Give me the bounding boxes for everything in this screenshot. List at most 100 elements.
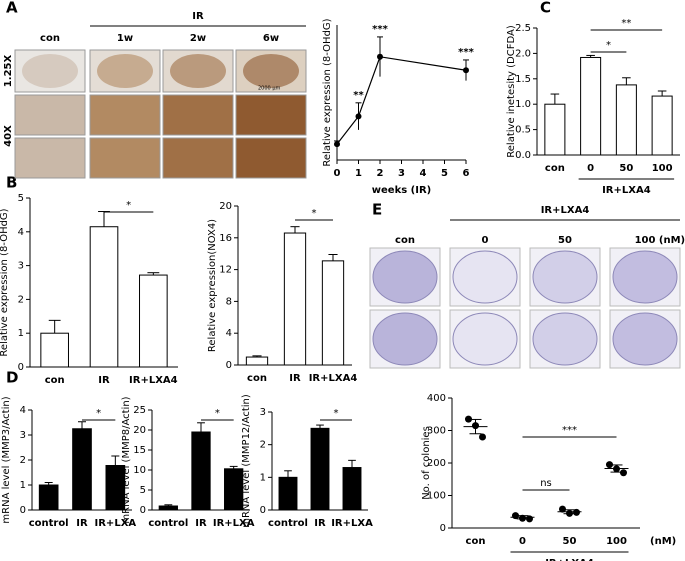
y-tick-label: 0 (20, 505, 26, 516)
point (463, 67, 469, 74)
micrograph (235, 94, 307, 136)
y-tick-label: 25 (133, 405, 146, 416)
scale-label: 2000 μm (258, 86, 280, 92)
bar (40, 332, 69, 368)
dish (452, 312, 518, 366)
point (377, 53, 383, 60)
x-tick-label: con (466, 536, 486, 547)
x-tick-label: 50 (563, 536, 577, 547)
y-tick-label: 5 (140, 485, 146, 496)
x-tick-label: 0 (334, 168, 341, 179)
point (479, 433, 486, 441)
line (336, 56, 467, 145)
x-tick-label: 0 (519, 536, 526, 547)
panel-letter: B (6, 174, 17, 192)
tissue (22, 54, 78, 88)
bar (544, 103, 566, 156)
micrograph (89, 137, 161, 179)
micrograph (14, 137, 86, 179)
micrograph (162, 137, 234, 179)
column-label: 2w (190, 33, 206, 44)
y-tick-label: 0.5 (515, 125, 531, 136)
column-label: 6w (263, 33, 279, 44)
y-tick-label: 0.0 (515, 150, 531, 161)
bar (158, 505, 178, 511)
y-tick-label: 2 (18, 294, 24, 305)
unit-label: (nM) (659, 235, 685, 246)
bar (310, 427, 330, 511)
micrograph (162, 94, 234, 136)
x-tick-label: IR+LXA (95, 518, 137, 529)
annotation: * (96, 408, 101, 419)
y-tick-label: 15 (133, 445, 146, 456)
y-tick-label: 5 (18, 193, 24, 204)
annotation: *** (458, 47, 474, 58)
point (620, 469, 627, 477)
panel-letter: D (6, 369, 18, 387)
x-tick-label: con (545, 163, 565, 174)
x-tick-label: con (247, 373, 267, 384)
annotation: * (126, 200, 131, 211)
panel-letter: C (540, 0, 551, 17)
bar (278, 476, 298, 511)
y-tick-label: 400 (427, 393, 446, 404)
bar (139, 274, 168, 368)
bar (283, 232, 307, 366)
micrograph (235, 137, 307, 179)
dish (612, 250, 678, 304)
micrograph (14, 94, 86, 136)
y-axis-label: mRNA level (MMP3/Actin) (1, 396, 12, 523)
y-tick-label: 1 (260, 472, 266, 483)
annotation: * (334, 408, 339, 419)
annotation: *** (372, 24, 388, 35)
y-tick-label: 2 (260, 440, 266, 451)
bar (38, 484, 59, 511)
group-label: IR+LXA4 (545, 558, 594, 561)
annotation: * (606, 40, 611, 51)
row-label: 40X (3, 125, 14, 147)
y-axis-label: Relative inetesity (DCFDA) (506, 25, 517, 158)
x-tick-label: 6 (463, 168, 470, 179)
panel-letter: A (6, 0, 18, 17)
y-axis-label: mRNA level (MMP8/Actin) (121, 396, 132, 523)
x-tick-label: con (45, 375, 65, 386)
column-label: 0 (482, 235, 489, 246)
point (559, 505, 566, 513)
panel-letter: E (372, 201, 382, 219)
x-tick-label: IR (314, 518, 326, 529)
bar (580, 56, 602, 156)
micrograph (89, 94, 161, 136)
bar (615, 84, 637, 156)
bar (89, 226, 119, 368)
y-tick-label: 3 (260, 407, 266, 418)
bar (342, 467, 362, 511)
y-tick-label: 3 (20, 430, 26, 441)
y-tick-label: 0 (140, 505, 146, 516)
y-tick-label: 1 (20, 480, 26, 491)
x-tick-label: 50 (619, 163, 633, 174)
y-tick-label: 200 (427, 458, 446, 469)
point (355, 113, 362, 120)
x-tick-label: 0 (587, 163, 594, 174)
annotation: * (215, 408, 220, 419)
y-tick-label: 20 (219, 201, 232, 212)
x-tick-label: IR+LXA4 (309, 373, 358, 384)
x-tick-label: 3 (398, 168, 405, 179)
y-axis-label: Relative expression (8-OHdG) (0, 208, 10, 356)
bar (651, 95, 673, 156)
group-label: IR+LXA4 (541, 205, 590, 216)
y-axis-label: No. of colonies (421, 426, 432, 500)
y-axis-label: mRNA level (MMP12/Actin) (241, 394, 252, 528)
point (606, 461, 613, 469)
y-tick-label: 4 (18, 227, 24, 238)
point (465, 415, 472, 423)
y-tick-label: 0 (226, 360, 232, 371)
y-tick-label: 2.5 (515, 23, 531, 34)
y-tick-label: 1.5 (515, 74, 531, 85)
annotation: *** (562, 425, 577, 436)
y-tick-label: 1 (18, 328, 24, 339)
y-tick-label: 4 (20, 405, 26, 416)
x-tick-label: 100 (606, 536, 627, 547)
